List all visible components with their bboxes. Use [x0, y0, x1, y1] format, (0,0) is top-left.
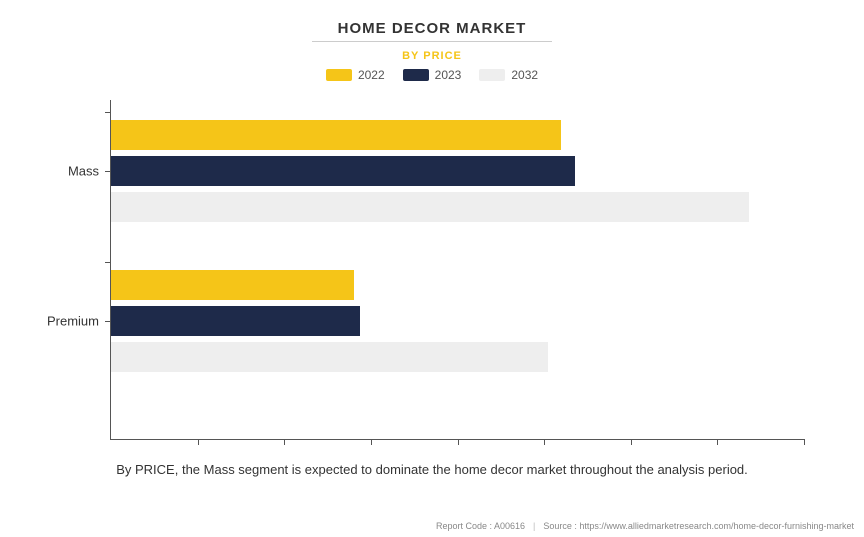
x-tick	[631, 439, 632, 445]
x-tick	[198, 439, 199, 445]
y-tick	[105, 262, 111, 263]
y-tick	[105, 112, 111, 113]
bar	[111, 192, 749, 222]
legend-item: 2032	[479, 68, 538, 82]
legend-swatch	[479, 69, 505, 81]
x-tick	[804, 439, 805, 445]
x-tick	[544, 439, 545, 445]
x-tick	[371, 439, 372, 445]
chart-area: MassPremium	[110, 100, 804, 440]
bar	[111, 120, 561, 150]
legend-swatch	[403, 69, 429, 81]
bar	[111, 270, 354, 300]
bar	[111, 306, 360, 336]
legend-item: 2023	[403, 68, 462, 82]
chart-caption: By PRICE, the Mass segment is expected t…	[30, 462, 834, 477]
source-text: Source : https://www.alliedmarketresearc…	[543, 521, 854, 531]
footer: Report Code : A00616 | Source : https://…	[436, 521, 854, 531]
legend-label: 2032	[511, 68, 538, 82]
x-tick	[458, 439, 459, 445]
title-underline	[312, 41, 552, 42]
x-tick	[717, 439, 718, 445]
chart-title: HOME DECOR MARKET	[30, 20, 834, 37]
chart-subtitle: BY PRICE	[30, 50, 834, 62]
bar	[111, 342, 548, 372]
report-code: Report Code : A00616	[436, 521, 525, 531]
category-label: Premium	[47, 314, 111, 329]
legend-label: 2022	[358, 68, 385, 82]
legend: 2022 2023 2032	[30, 68, 834, 82]
x-tick	[284, 439, 285, 445]
footer-separator: |	[533, 521, 535, 531]
legend-item: 2022	[326, 68, 385, 82]
legend-swatch	[326, 69, 352, 81]
bar	[111, 156, 575, 186]
legend-label: 2023	[435, 68, 462, 82]
